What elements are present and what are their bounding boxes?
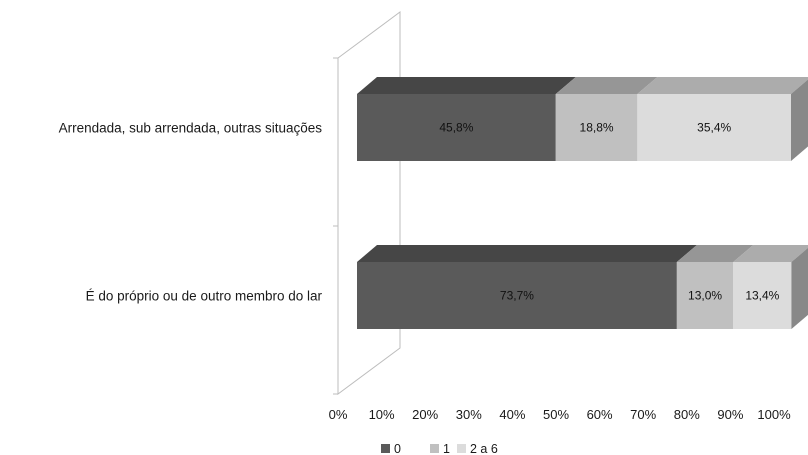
bar-top-series-2-a-6 <box>733 245 808 262</box>
category-axis-ticks <box>333 57 338 395</box>
x-tick-label: 70% <box>630 407 656 422</box>
legend-label: 1 <box>443 442 450 455</box>
data-label: 13,0% <box>688 289 722 303</box>
x-tick-label: 10% <box>369 407 395 422</box>
x-tick-label: 90% <box>717 407 743 422</box>
data-label: 35,4% <box>697 121 731 135</box>
legend-label: 0 <box>394 442 401 455</box>
legend-swatch <box>430 444 439 453</box>
bars-layer: 45,8% 18,8% 35,4% 73,7% 13,0% 13,4% <box>357 77 808 329</box>
x-tick-label: 40% <box>499 407 525 422</box>
bar-top-series-0 <box>357 77 576 94</box>
bar-side <box>791 247 808 329</box>
category-label: Arrendada, sub arrendada, outras situaçõ… <box>59 121 323 136</box>
x-tick-label: 20% <box>412 407 438 422</box>
x-tick-label: 50% <box>543 407 569 422</box>
bar-top-series-0 <box>357 245 697 262</box>
category-labels: Arrendada, sub arrendada, outras situaçõ… <box>59 121 323 304</box>
legend: 0 1 2 a 6 <box>381 442 498 455</box>
bar-series-0 <box>357 262 677 329</box>
bar-series-1 <box>555 94 638 161</box>
data-label: 73,7% <box>500 289 534 303</box>
back-wall <box>337 11 401 395</box>
x-tick-label: 60% <box>587 407 613 422</box>
bar-top-series-1 <box>555 77 658 94</box>
legend-swatch <box>457 444 466 453</box>
x-tick-label: 0% <box>329 407 348 422</box>
data-label: 13,4% <box>745 289 779 303</box>
x-axis-tick-labels: 0% 10% 20% 30% 40% 50% 60% 70% 80% 90% 100% <box>329 407 791 422</box>
x-tick-label: 100% <box>757 407 791 422</box>
bar-side <box>791 79 808 161</box>
bar-series-0 <box>357 94 556 161</box>
legend-swatch <box>381 444 390 453</box>
x-tick-label: 30% <box>456 407 482 422</box>
x-tick-label: 80% <box>674 407 700 422</box>
bar-series-2-a-6 <box>637 94 791 161</box>
bar-top-series-2-a-6 <box>637 77 808 94</box>
bar-series-2-a-6 <box>733 262 792 329</box>
data-label: 45,8% <box>439 121 473 135</box>
legend-label: 2 a 6 <box>470 442 498 455</box>
bar-top-series-1 <box>676 245 754 262</box>
data-label: 18,8% <box>580 121 614 135</box>
bar-series-1 <box>676 262 734 329</box>
category-label: É do próprio ou de outro membro do lar <box>86 289 323 304</box>
